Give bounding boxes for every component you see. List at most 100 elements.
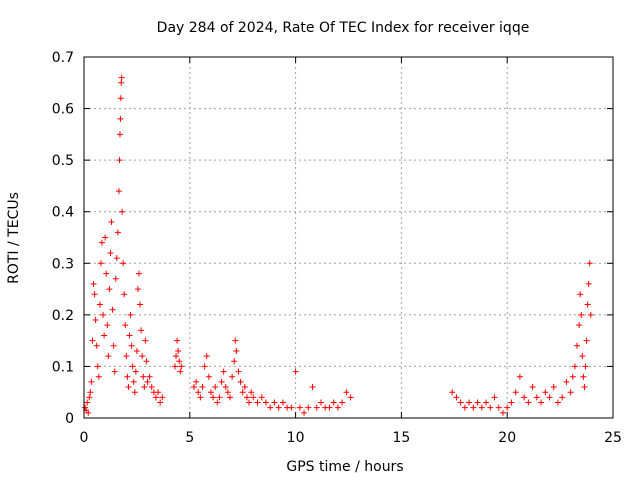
- data-point: [529, 384, 536, 391]
- data-point: [140, 373, 147, 380]
- x-tick-label: 15: [392, 430, 410, 446]
- data-point: [123, 353, 130, 360]
- plot-frame: [83, 56, 614, 419]
- data-point: [98, 239, 105, 246]
- data-point: [175, 347, 182, 354]
- data-point: [210, 394, 217, 401]
- data-point: [538, 399, 545, 406]
- data-point: [113, 255, 120, 262]
- data-point: [512, 389, 519, 396]
- data-point: [137, 301, 144, 308]
- data-point: [239, 389, 246, 396]
- data-point: [87, 389, 94, 396]
- x-tick-label: 0: [80, 430, 89, 446]
- data-point: [118, 74, 125, 81]
- y-tick-label: 0: [65, 411, 74, 427]
- data-point: [339, 399, 346, 406]
- y-tick-label: 0.3: [52, 256, 74, 272]
- data-point: [159, 394, 166, 401]
- data-point: [343, 389, 350, 396]
- data-point: [85, 409, 92, 416]
- data-point: [582, 363, 589, 370]
- x-tick-label: 25: [604, 430, 622, 446]
- data-point: [214, 399, 221, 406]
- data-point: [267, 404, 274, 411]
- data-point: [107, 249, 114, 256]
- data-point: [112, 275, 119, 282]
- data-point: [152, 394, 159, 401]
- data-point: [155, 389, 162, 396]
- data-point: [115, 188, 122, 195]
- x-tick-label: 10: [287, 430, 305, 446]
- y-tick-label: 0.6: [52, 102, 74, 118]
- data-point: [212, 384, 219, 391]
- data-point: [117, 95, 124, 102]
- data-point: [279, 399, 286, 406]
- data-point: [585, 280, 592, 287]
- x-axis-label: GPS time / hours: [286, 459, 403, 475]
- data-point: [487, 404, 494, 411]
- data-point: [114, 229, 121, 236]
- data-point: [521, 394, 528, 401]
- data-point: [583, 337, 590, 344]
- y-tick-label: 0.7: [52, 50, 74, 66]
- data-point: [91, 291, 98, 298]
- data-point: [301, 409, 308, 416]
- data-point: [148, 384, 155, 391]
- data-point: [483, 399, 490, 406]
- data-point: [174, 337, 181, 344]
- data-point: [313, 404, 320, 411]
- data-point: [586, 260, 593, 267]
- data-point: [546, 394, 553, 401]
- data-point: [246, 399, 253, 406]
- data-point: [222, 384, 229, 391]
- data-point: [177, 368, 184, 375]
- data-point: [229, 373, 236, 380]
- data-point: [317, 399, 324, 406]
- data-point: [576, 322, 583, 329]
- axis-ticks: 0 5 10 15 20 25 0 0.1 0.2 0.3 0.4 0.5 0.6 0.7: [52, 50, 622, 446]
- data-point: [105, 353, 112, 360]
- data-point: [124, 373, 131, 380]
- data-point: [241, 384, 248, 391]
- data-point: [216, 394, 223, 401]
- data-point: [233, 347, 240, 354]
- data-point: [111, 368, 118, 375]
- data-point: [296, 404, 303, 411]
- data-point: [94, 363, 101, 370]
- data-point: [235, 368, 242, 375]
- data-point: [243, 394, 250, 401]
- data-point: [457, 399, 464, 406]
- data-point: [128, 342, 135, 349]
- data-point: [197, 394, 204, 401]
- data-point: [104, 322, 111, 329]
- data-point: [119, 208, 126, 215]
- data-point: [491, 394, 498, 401]
- data-point: [466, 399, 473, 406]
- data-point: [117, 115, 124, 122]
- data-point: [453, 394, 460, 401]
- data-point: [559, 394, 566, 401]
- data-point: [580, 373, 587, 380]
- data-point: [227, 394, 234, 401]
- data-point: [138, 327, 145, 334]
- data-point: [199, 384, 206, 391]
- data-point: [120, 260, 127, 267]
- data-point: [84, 399, 91, 406]
- data-point: [134, 286, 141, 293]
- data-point: [275, 404, 282, 411]
- data-point: [218, 378, 225, 385]
- data-point: [516, 373, 523, 380]
- data-point: [220, 368, 227, 375]
- data-point: [207, 389, 214, 396]
- data-point: [258, 394, 265, 401]
- data-point: [121, 291, 128, 298]
- data-point: [82, 404, 89, 411]
- data-point: [157, 399, 164, 406]
- data-point: [126, 332, 133, 339]
- data-point: [96, 301, 103, 308]
- data-point: [563, 378, 570, 385]
- y-tick-label: 0.2: [52, 308, 74, 324]
- data-point: [89, 337, 96, 344]
- data-point: [237, 378, 244, 385]
